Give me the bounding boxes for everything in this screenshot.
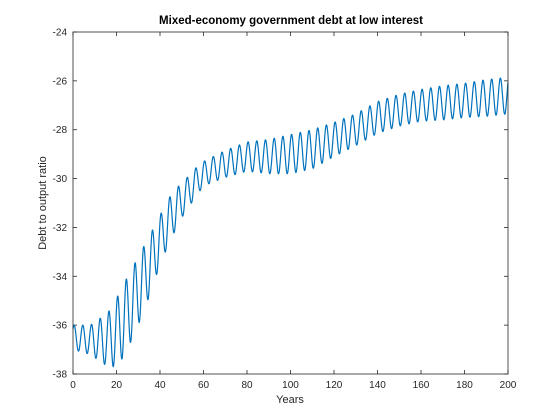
x-tick-label: 40 [154, 380, 166, 391]
series-group [72, 77, 509, 368]
x-tick-label: 0 [70, 380, 76, 391]
x-tick-label: 100 [282, 380, 299, 391]
x-tick-label: 80 [241, 380, 253, 391]
x-tick-label: 140 [369, 380, 386, 391]
chart-title: Mixed-economy government debt at low int… [159, 15, 423, 27]
x-axis-label: Years [276, 394, 304, 406]
y-tick-label: -28 [53, 125, 68, 136]
x-tick-label: 20 [111, 380, 123, 391]
x-tick-label: 120 [326, 380, 343, 391]
x-tick-label: 200 [500, 380, 517, 391]
y-axis-label: Debt to output ratio [37, 156, 49, 250]
y-axis-ticks: -24 -26 -28 -30 -32 -34 -36 -38 [53, 28, 508, 381]
x-tick-label: 180 [456, 380, 473, 391]
axes-box [72, 31, 509, 375]
series-line-0 [72, 77, 509, 368]
y-tick-label: -26 [53, 76, 68, 87]
y-tick-label: -34 [53, 272, 68, 283]
y-tick-label: -24 [53, 28, 68, 39]
y-tick-label: -30 [53, 174, 68, 185]
y-tick-label: -36 [53, 321, 68, 332]
plot-area [73, 32, 508, 374]
x-tick-label: 160 [413, 380, 430, 391]
x-axis-ticks: 0 20 40 60 80 100 120 140 160 180 200 [70, 32, 517, 391]
x-tick-label: 60 [198, 380, 210, 391]
y-tick-label: -32 [53, 223, 68, 234]
y-tick-label: -38 [53, 370, 68, 381]
